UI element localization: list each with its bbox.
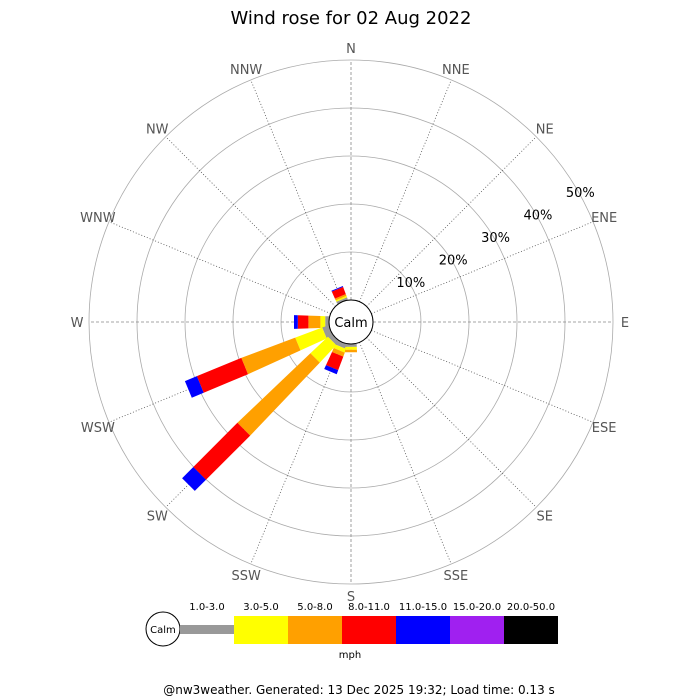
radial-tick-label: 40%	[523, 209, 552, 224]
bar-sw-bin-1	[310, 336, 337, 363]
legend-label-3: 8.0-11.0	[348, 602, 390, 613]
bar-s-bin-2	[345, 349, 357, 353]
legend-calm-label: Calm	[150, 625, 176, 636]
bar-nnw-bin-1	[335, 295, 347, 302]
direction-label-n: N	[346, 42, 356, 57]
legend-swatch-3	[342, 616, 396, 644]
legend-swatch-5	[450, 616, 504, 644]
direction-label-w: W	[71, 316, 84, 331]
legend-label-1: 3.0-5.0	[243, 602, 278, 613]
legend-label-4: 11.0-15.0	[399, 602, 447, 613]
grid-ring	[184, 155, 518, 489]
bar-s-bin-1	[345, 346, 357, 350]
direction-label-ne: NE	[536, 122, 554, 137]
bar-s-bin-0	[345, 344, 357, 347]
bar-w-bin-0	[325, 316, 329, 328]
chart-title: Wind rose for 02 Aug 2022	[231, 8, 472, 29]
spoke-ese	[371, 330, 594, 423]
bar-w-bin-4	[294, 315, 298, 329]
direction-label-ene: ENE	[591, 211, 617, 226]
bar-sw-bin-2	[237, 353, 320, 436]
legend-swatch-6	[504, 616, 558, 644]
spoke-sse	[359, 342, 452, 565]
direction-label-wnw: WNW	[80, 211, 116, 226]
direction-spokes	[89, 60, 613, 584]
direction-label-sw: SW	[147, 510, 168, 525]
legend-unit-label: mph	[339, 650, 361, 661]
radial-tick-label: 10%	[396, 276, 425, 291]
bar-ssw-bin-2	[332, 348, 345, 357]
radial-tick-labels: 10% 20% 30% 40% 50%	[396, 186, 594, 291]
grid-ring	[88, 59, 614, 585]
spoke-ne	[366, 136, 537, 307]
bar-nnw-bin-2	[334, 294, 347, 301]
spoke-nw	[165, 136, 336, 307]
bar-nnw-bin-3	[331, 286, 346, 299]
legend-label-0: 1.0-3.0	[189, 602, 224, 613]
legend-label-6: 20.0-50.0	[507, 602, 555, 613]
legend-swatch-2	[288, 616, 342, 644]
footer-text: @nw3weather. Generated: 13 Dec 2025 19:3…	[163, 683, 555, 697]
spoke-ene	[371, 221, 594, 314]
bar-nnw-bin-0	[336, 297, 348, 304]
bar-w-bin-1	[320, 316, 326, 328]
direction-label-s: S	[347, 590, 355, 605]
bar-ssw-bin-4	[324, 365, 339, 375]
direction-label-nw: NW	[146, 122, 169, 137]
spoke-se	[366, 337, 537, 508]
legend-label-2: 5.0-8.0	[297, 602, 332, 613]
spoke-wnw	[108, 221, 331, 314]
calm-circle	[328, 299, 374, 345]
spoke-nne	[359, 79, 452, 302]
spoke-ssw	[250, 342, 343, 565]
bar-wsw-bin-4	[184, 376, 204, 398]
radial-tick-label: 50%	[566, 186, 595, 201]
bar-sw-bin-4	[182, 467, 206, 491]
direction-label-nne: NNE	[442, 63, 470, 78]
bar-w-bin-2	[308, 315, 321, 329]
direction-labels: N NNE NE ENE E ESE SE SSE S SSW SW WSW W WNW NW NNW	[71, 42, 630, 605]
legend-swatch-1	[234, 616, 288, 644]
bar-sw-bin-3	[193, 422, 251, 480]
direction-label-ese: ESE	[592, 421, 617, 436]
direction-label-wsw: WSW	[81, 421, 115, 436]
direction-label-e: E	[621, 316, 629, 331]
legend: Calm 1.0-3.0 3.0-5.0 5.0-8.0 8.0-11.0 11.0-1…	[145, 602, 558, 661]
legend-swatch-0	[180, 625, 234, 634]
calm-label: Calm	[334, 316, 367, 331]
bar-wsw-bin-2	[241, 337, 301, 375]
direction-label-sse: SSE	[443, 569, 468, 584]
bar-w-bin-3	[297, 315, 309, 329]
bar-ssw-bin-3	[326, 352, 344, 371]
wind-bars	[182, 286, 357, 491]
radial-tick-label: 30%	[481, 231, 510, 246]
direction-label-nnw: NNW	[230, 63, 262, 78]
direction-label-ssw: SSW	[231, 569, 261, 584]
radial-tick-label: 20%	[439, 254, 468, 269]
bar-wsw-bin-3	[196, 357, 248, 393]
bar-nnw-bin-4	[331, 286, 344, 292]
legend-label-5: 15.0-20.0	[453, 602, 501, 613]
spoke-nnw	[250, 79, 343, 302]
bar-wsw-bin-1	[295, 327, 327, 351]
bar-ssw-bin-0	[335, 340, 348, 349]
legend-swatch-4	[396, 616, 450, 644]
bar-ssw-bin-1	[333, 344, 347, 353]
direction-label-se: SE	[537, 510, 553, 525]
